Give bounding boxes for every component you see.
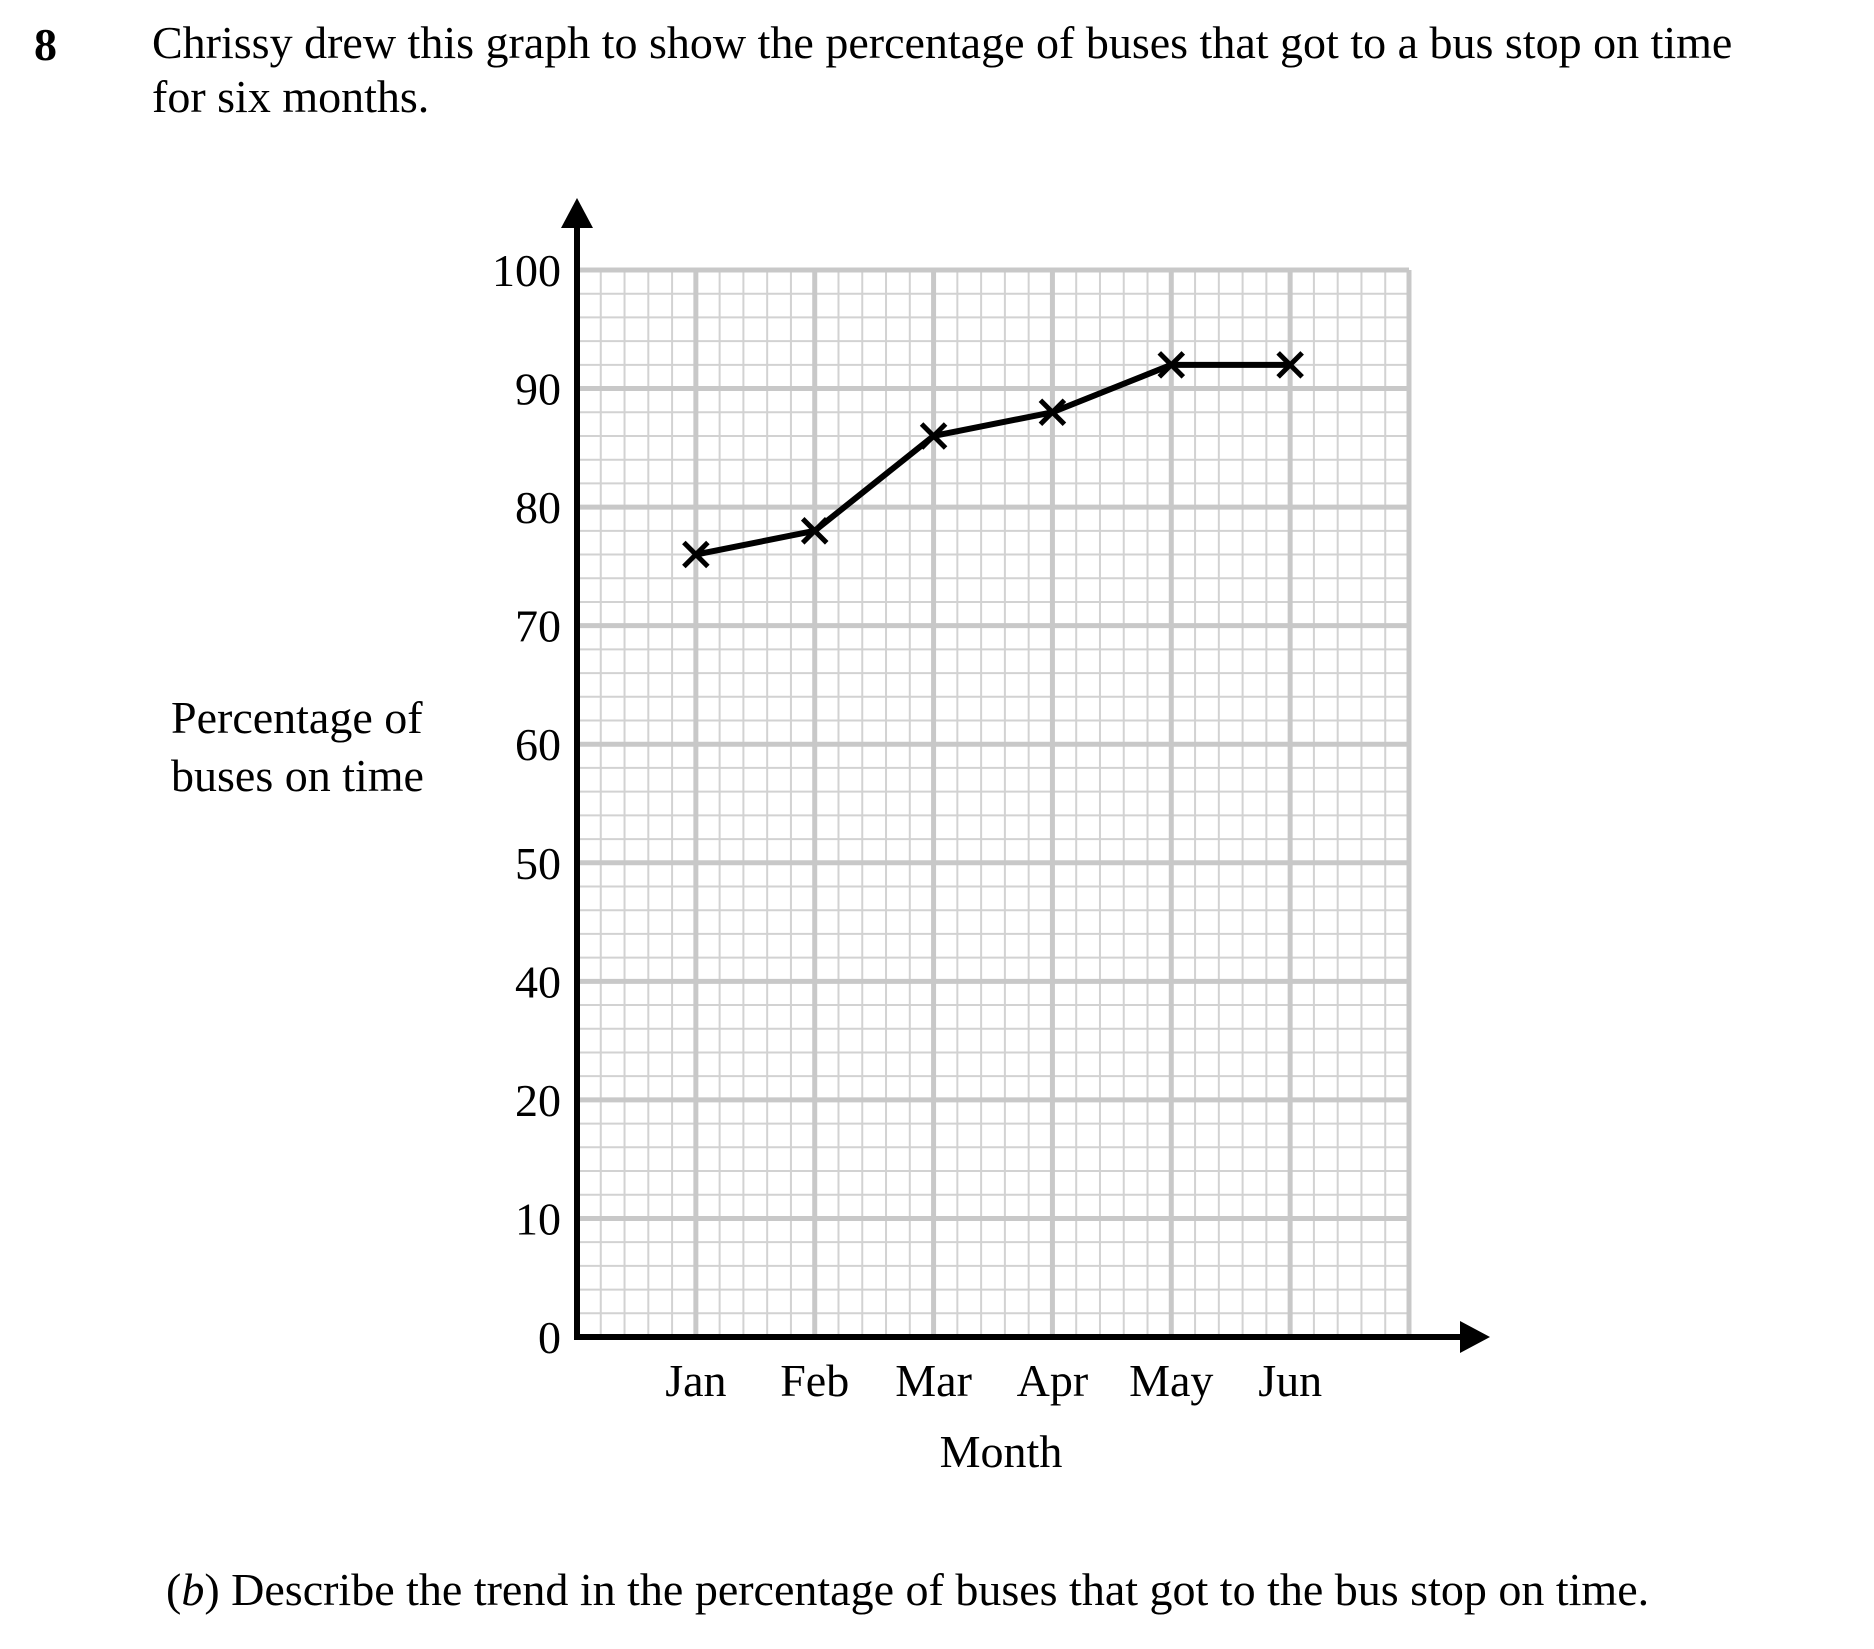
series-line: [695, 361, 1291, 558]
question-text-line-1: Chrissy drew this graph to show the perc…: [152, 17, 1733, 68]
question-text: Chrissy drew this graph to show the perc…: [152, 16, 1872, 124]
y-tick-label: 80: [515, 482, 561, 533]
data-point-cross: [919, 422, 948, 450]
data-point-cross: [800, 517, 829, 545]
series-on-time: [682, 351, 1304, 569]
x-tick-label: Apr: [1017, 1355, 1089, 1406]
axes: [561, 198, 1490, 1353]
y-tick-label: 0: [538, 1312, 561, 1363]
question-number: 8: [34, 19, 57, 70]
x-tick-label: May: [1129, 1355, 1213, 1406]
cross-stroke: [682, 540, 710, 569]
data-point-cross: [682, 540, 710, 569]
y-axis-arrowhead: [561, 198, 593, 228]
x-tick-label: Jun: [1258, 1355, 1322, 1406]
y-tick-label: 100: [492, 245, 561, 296]
grid-minor-lines: [577, 270, 1409, 1337]
x-tick-label: Mar: [895, 1355, 972, 1406]
part-b-text: Describe the trend in the percentage of …: [231, 1564, 1650, 1615]
y-tick-label: 50: [515, 838, 561, 889]
y-axis-label-line-1: Percentage of: [171, 692, 423, 743]
cross-stroke: [1038, 398, 1067, 427]
y-tick-label: 70: [515, 601, 561, 652]
y-tick-label: 60: [515, 719, 561, 770]
x-axis-arrowhead: [1460, 1321, 1490, 1353]
part-b-label: b: [181, 1564, 205, 1615]
data-point-cross: [1157, 351, 1186, 379]
x-tick-label: Feb: [780, 1355, 849, 1406]
y-axis-tick-labels: 0 10 20 40 50 60 70 80 90 100: [492, 245, 561, 1363]
grid-major-lines: [577, 267, 1412, 1337]
part-b-prompt: (b) Describe the trend in the percentage…: [166, 1564, 1650, 1615]
cross-stroke: [1276, 351, 1304, 379]
cross-stroke: [919, 422, 948, 450]
y-tick-label: 10: [515, 1193, 561, 1244]
y-axis-label-line-2: buses on time: [171, 750, 424, 801]
question-text-line-2: for six months.: [152, 71, 430, 122]
x-axis-tick-labels: Jan Feb Mar Apr May Jun: [665, 1355, 1322, 1406]
data-point-cross: [1038, 398, 1067, 427]
x-axis-label: Month: [940, 1426, 1063, 1477]
y-tick-label: 90: [515, 364, 561, 415]
y-tick-label: 40: [515, 956, 561, 1007]
cross-stroke: [800, 517, 829, 545]
cross-stroke: [1157, 351, 1186, 379]
data-point-cross: [1276, 351, 1304, 379]
y-tick-label: 20: [515, 1075, 561, 1126]
x-tick-label: Jan: [665, 1355, 726, 1406]
